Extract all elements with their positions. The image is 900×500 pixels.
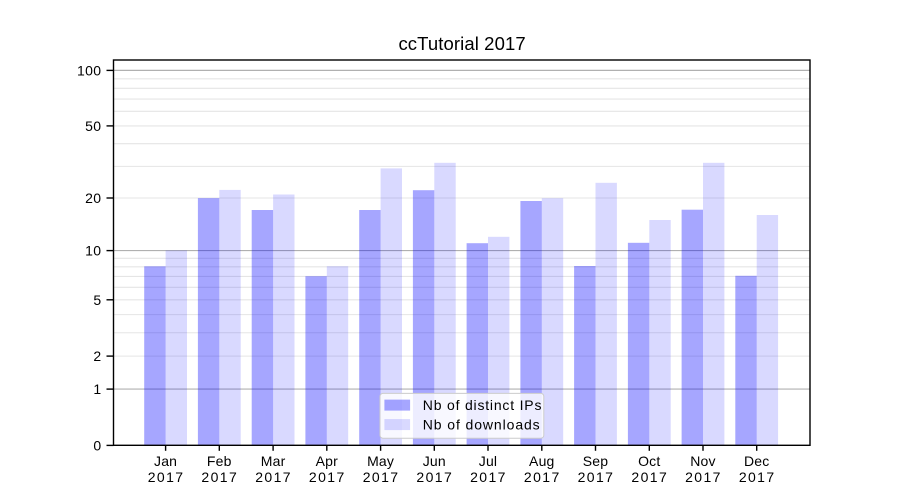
svg-text:0: 0 xyxy=(93,437,101,453)
svg-text:Apr: Apr xyxy=(316,453,339,469)
svg-text:100: 100 xyxy=(77,62,102,78)
svg-text:Nb of downloads: Nb of downloads xyxy=(423,417,541,433)
svg-text:Nb of distinct IPs: Nb of distinct IPs xyxy=(423,397,542,413)
svg-text:May: May xyxy=(367,453,394,469)
svg-text:Mar: Mar xyxy=(261,453,286,469)
svg-text:Jun: Jun xyxy=(423,453,446,469)
svg-text:Aug: Aug xyxy=(529,453,555,469)
svg-text:2017: 2017 xyxy=(309,469,346,485)
svg-text:20: 20 xyxy=(85,190,101,206)
svg-text:1: 1 xyxy=(93,381,101,397)
svg-text:2017: 2017 xyxy=(578,469,615,485)
svg-text:5: 5 xyxy=(93,292,101,308)
svg-text:2017: 2017 xyxy=(470,469,507,485)
svg-text:ccTutorial 2017: ccTutorial 2017 xyxy=(398,33,525,54)
svg-text:2017: 2017 xyxy=(148,469,185,485)
svg-text:2017: 2017 xyxy=(416,469,453,485)
svg-text:2017: 2017 xyxy=(524,469,561,485)
svg-text:Sep: Sep xyxy=(583,453,609,469)
svg-text:2017: 2017 xyxy=(631,469,668,485)
svg-text:Oct: Oct xyxy=(638,453,660,469)
svg-text:50: 50 xyxy=(85,118,101,134)
svg-text:10: 10 xyxy=(85,243,101,259)
svg-text:2017: 2017 xyxy=(685,469,722,485)
svg-text:Nov: Nov xyxy=(690,453,716,469)
svg-text:2017: 2017 xyxy=(739,469,776,485)
svg-text:2: 2 xyxy=(93,348,101,364)
svg-text:2017: 2017 xyxy=(201,469,238,485)
svg-text:Feb: Feb xyxy=(207,453,232,469)
svg-text:Jan: Jan xyxy=(154,453,177,469)
svg-text:Jul: Jul xyxy=(479,453,498,469)
svg-text:2017: 2017 xyxy=(255,469,292,485)
svg-text:2017: 2017 xyxy=(363,469,400,485)
svg-text:Dec: Dec xyxy=(744,453,770,469)
